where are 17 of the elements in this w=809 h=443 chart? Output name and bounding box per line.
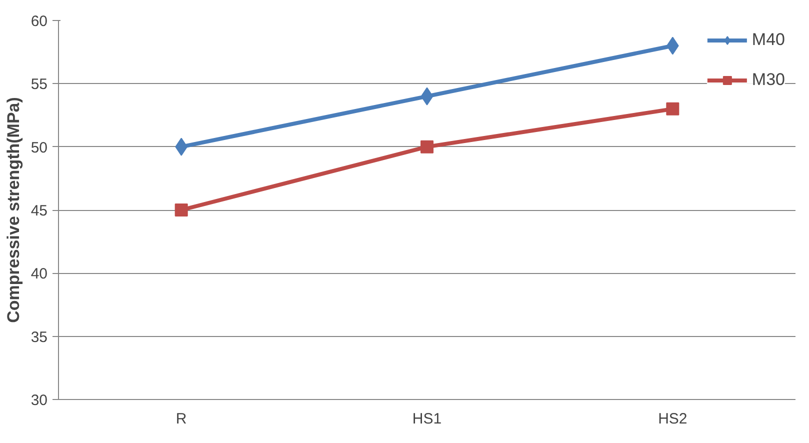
- y-tick-label: 45: [30, 202, 48, 220]
- x-tick-label: R: [176, 410, 187, 428]
- y-tick-label: 60: [30, 13, 48, 30]
- point: [174, 204, 188, 216]
- x-tick-label: HS1: [412, 410, 442, 428]
- y-tick-label: 55: [30, 76, 48, 94]
- y-tick-label: 30: [30, 392, 48, 409]
- y-tick-label: 35: [30, 328, 48, 346]
- y-tick-label: 40: [30, 266, 48, 283]
- y-axis-title: Compressive strength(MPa): [4, 97, 23, 323]
- y-tick-label: 50: [30, 139, 48, 156]
- legend-label: M30: [752, 70, 785, 90]
- point: [420, 140, 434, 154]
- x-tick-label: HS2: [658, 410, 688, 428]
- legend-label: M40: [752, 30, 785, 50]
- point: [420, 87, 434, 106]
- point: [666, 102, 680, 116]
